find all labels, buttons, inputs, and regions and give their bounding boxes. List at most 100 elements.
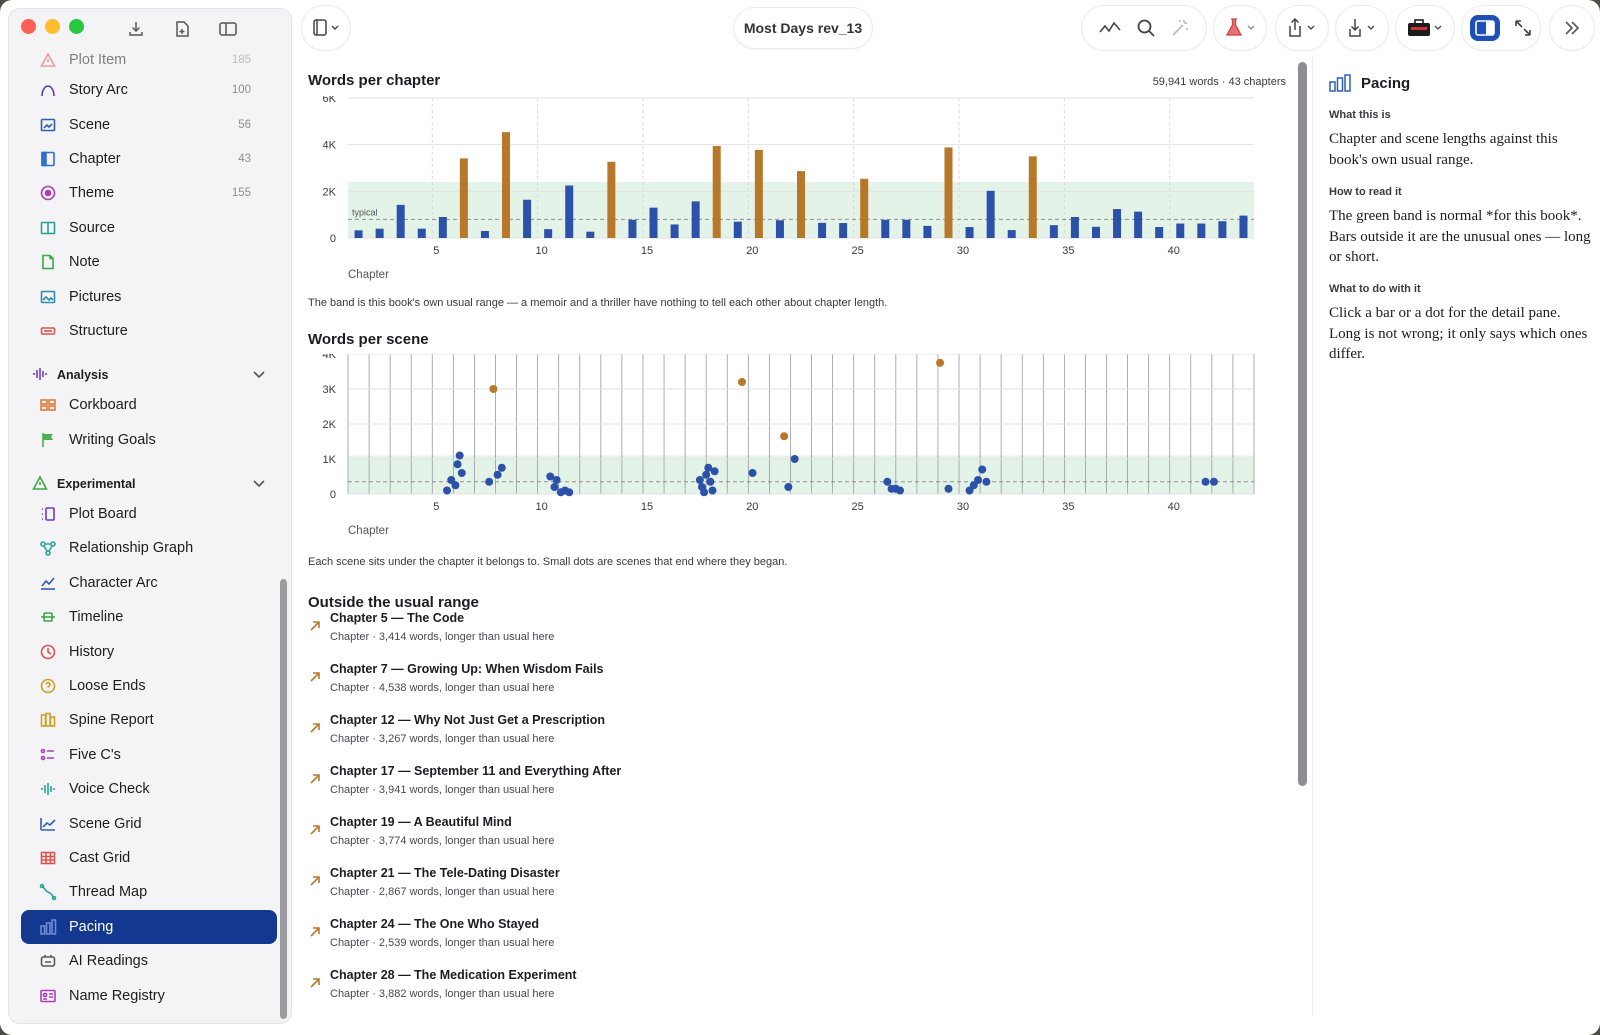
chapter-bar[interactable] — [1155, 227, 1164, 238]
outside-range-item[interactable]: Chapter 21 — The Tele-Dating Disaster Ch… — [304, 866, 1204, 917]
sidebar-item-note[interactable]: Note — [9, 245, 277, 279]
chapter-bar[interactable] — [775, 220, 784, 238]
toolbox-menu-button[interactable] — [1396, 6, 1454, 50]
scene-dot[interactable] — [493, 470, 502, 479]
chapter-bar[interactable] — [1134, 211, 1143, 238]
sidebar-item-plot-board[interactable]: Plot Board — [9, 497, 277, 531]
chapter-bar[interactable] — [923, 225, 932, 238]
scene-dot[interactable] — [453, 460, 462, 469]
scene-dot[interactable] — [883, 477, 892, 486]
scene-dot[interactable] — [780, 432, 789, 441]
chapter-bar[interactable] — [1070, 217, 1079, 238]
scene-dot[interactable] — [944, 484, 953, 493]
chapter-bar[interactable] — [1176, 223, 1185, 238]
scene-dot[interactable] — [489, 385, 498, 393]
chapter-bar[interactable] — [1239, 215, 1248, 238]
scene-dot[interactable] — [702, 470, 711, 479]
chapter-bar[interactable] — [881, 219, 890, 238]
scene-dot[interactable] — [936, 358, 945, 367]
scene-dot[interactable] — [695, 476, 704, 484]
sidebar-item-history[interactable]: History — [9, 634, 277, 668]
sidebar-item-cast-grid[interactable]: Cast Grid — [9, 841, 277, 875]
chapter-bar[interactable] — [523, 199, 532, 238]
magic-wand-icon[interactable] — [1170, 6, 1190, 50]
scene-dot[interactable] — [784, 483, 793, 491]
export-menu-button[interactable] — [1336, 6, 1388, 50]
scene-dot[interactable] — [700, 488, 709, 497]
chapter-bar[interactable] — [544, 229, 553, 238]
sidebar-item-timeline[interactable]: Timeline — [9, 600, 277, 634]
chapter-bar[interactable] — [1091, 226, 1100, 238]
sidebar-item-name-registry[interactable]: Name Registry — [9, 978, 277, 1012]
scene-dot[interactable] — [738, 378, 747, 386]
sidebar-item-character-arc[interactable]: Character Arc — [9, 566, 277, 600]
outside-range-item[interactable]: Chapter 12 — Why Not Just Get a Prescrip… — [304, 713, 1204, 764]
sidebar-item-story-arc[interactable]: Story Arc 100 — [9, 73, 277, 107]
chapter-bar[interactable] — [375, 228, 384, 238]
chapter-bar[interactable] — [607, 161, 616, 238]
chapter-bar[interactable] — [1007, 230, 1016, 238]
scene-dot[interactable] — [552, 476, 561, 484]
expand-icon[interactable] — [1513, 6, 1533, 50]
chapter-bar[interactable] — [986, 190, 995, 238]
scene-dot[interactable] — [451, 481, 460, 490]
scene-dot[interactable] — [455, 451, 464, 460]
sidebar-item-ai-readings[interactable]: AI Readings — [9, 944, 277, 978]
sidebar-item-chapter[interactable]: Chapter 43 — [9, 142, 277, 176]
chevron-down-icon[interactable] — [253, 479, 265, 491]
scene-dot[interactable] — [565, 488, 574, 497]
scene-dot[interactable] — [706, 477, 715, 486]
scene-dot[interactable] — [973, 476, 982, 484]
sidebar-item-structure[interactable]: Structure — [9, 314, 277, 348]
chapter-bar[interactable] — [1197, 223, 1206, 238]
sidebar-item-spine-report[interactable]: Spine Report — [9, 703, 277, 737]
sidebar-item-pacing[interactable]: Pacing — [21, 909, 277, 944]
sidebar-item-pictures[interactable]: Pictures — [9, 279, 277, 313]
outside-range-item[interactable]: Chapter 28 — The Medication Experiment C… — [304, 968, 1204, 1016]
scene-dot[interactable] — [546, 472, 555, 481]
chapter-bar[interactable] — [712, 146, 721, 238]
new-document-icon[interactable] — [169, 17, 195, 41]
chapter-bar[interactable] — [649, 207, 658, 238]
chapter-bar[interactable] — [438, 217, 447, 238]
chapter-bar[interactable] — [396, 204, 405, 238]
chapter-bar[interactable] — [691, 201, 700, 238]
scene-dot[interactable] — [497, 463, 506, 472]
chevron-down-icon[interactable] — [253, 370, 265, 382]
chapter-bar[interactable] — [944, 147, 953, 238]
sidebar-item-relationship-graph[interactable]: Relationship Graph — [9, 531, 277, 565]
chapter-bar[interactable] — [860, 178, 869, 238]
scene-dot[interactable] — [704, 463, 713, 472]
scene-dot[interactable] — [708, 486, 717, 495]
chapter-bar[interactable] — [797, 171, 805, 238]
outside-range-item[interactable]: Chapter 24 — The One Who Stayed Chapter … — [304, 917, 1204, 968]
scene-dot[interactable] — [748, 469, 757, 477]
chapter-bar[interactable] — [965, 227, 974, 238]
waveform-tool-icon[interactable] — [1098, 6, 1122, 50]
sidebar-item-scene-grid[interactable]: Scene Grid — [9, 806, 277, 840]
sidebar-item-five-c-s[interactable]: Five C's — [9, 738, 277, 772]
more-panels-button[interactable] — [1550, 6, 1594, 50]
import-icon[interactable] — [123, 17, 149, 41]
sidebar-item-corkboard[interactable]: Corkboard — [9, 388, 277, 422]
chapter-bar[interactable] — [586, 231, 595, 238]
sidebar-item-writing-goals[interactable]: Writing Goals — [9, 423, 277, 457]
sidebar-scrollbar[interactable] — [280, 579, 287, 1019]
chapter-bar[interactable] — [480, 231, 489, 238]
scene-dot[interactable] — [457, 469, 466, 477]
search-icon[interactable] — [1136, 6, 1156, 50]
scene-dot[interactable] — [443, 486, 452, 495]
view-mode-button[interactable] — [302, 6, 350, 50]
toggle-sidebar-icon[interactable] — [215, 17, 241, 41]
chapter-bar[interactable] — [754, 149, 763, 238]
chapter-bar[interactable] — [459, 158, 468, 238]
chapter-bar[interactable] — [839, 223, 848, 238]
inspector-toggle-icon[interactable] — [1469, 6, 1501, 50]
experiment-menu-button[interactable] — [1214, 6, 1266, 50]
main-scrollbar[interactable] — [1298, 62, 1307, 786]
sidebar-item-scene[interactable]: Scene 56 — [9, 107, 277, 141]
outside-range-item[interactable]: Chapter 5 — The Code Chapter · 3,414 wor… — [304, 611, 1204, 662]
sidebar-section-analysis[interactable]: Analysis — [9, 354, 277, 388]
chapter-bar[interactable] — [1049, 225, 1058, 238]
chapter-bar[interactable] — [1218, 221, 1227, 238]
